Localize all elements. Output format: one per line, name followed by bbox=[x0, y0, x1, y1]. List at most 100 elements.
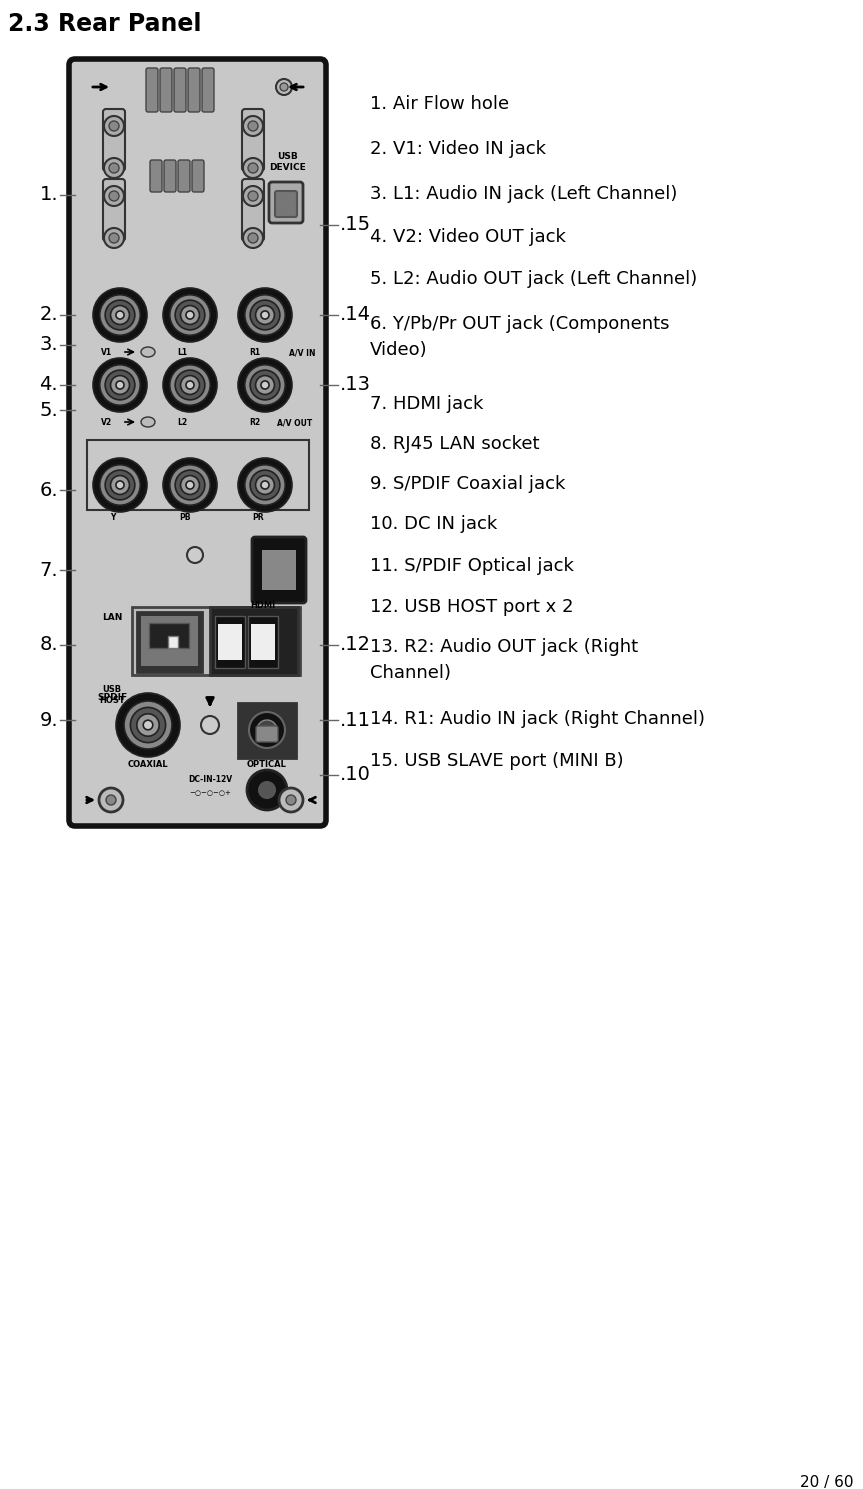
Text: 11. S/PDIF Optical jack: 11. S/PDIF Optical jack bbox=[370, 557, 574, 575]
Text: 15. USB SLAVE port (MINI B): 15. USB SLAVE port (MINI B) bbox=[370, 752, 624, 770]
Circle shape bbox=[110, 305, 129, 325]
Text: 3. L1: Audio IN jack (Left Channel): 3. L1: Audio IN jack (Left Channel) bbox=[370, 185, 677, 203]
Text: .15: .15 bbox=[340, 216, 371, 234]
Circle shape bbox=[238, 459, 292, 512]
Circle shape bbox=[249, 712, 285, 747]
Circle shape bbox=[280, 83, 288, 91]
Text: .12: .12 bbox=[340, 636, 371, 655]
Circle shape bbox=[170, 365, 211, 405]
Circle shape bbox=[116, 381, 124, 389]
Text: 8. RJ45 LAN socket: 8. RJ45 LAN socket bbox=[370, 435, 539, 453]
Circle shape bbox=[109, 232, 119, 243]
Circle shape bbox=[201, 716, 219, 734]
Text: USB
HOST: USB HOST bbox=[99, 685, 125, 706]
Bar bbox=[141, 616, 198, 666]
Bar bbox=[87, 441, 309, 511]
FancyBboxPatch shape bbox=[69, 60, 326, 826]
Text: 10. DC IN jack: 10. DC IN jack bbox=[370, 515, 497, 533]
Circle shape bbox=[116, 311, 124, 319]
Circle shape bbox=[104, 186, 124, 205]
Circle shape bbox=[276, 79, 292, 95]
Circle shape bbox=[255, 475, 274, 494]
Circle shape bbox=[110, 375, 129, 395]
Bar bbox=[251, 624, 275, 660]
Circle shape bbox=[106, 795, 116, 806]
Text: L1: L1 bbox=[177, 348, 187, 357]
Circle shape bbox=[247, 770, 287, 810]
Text: R2: R2 bbox=[249, 418, 261, 427]
Text: DC-IN-12V: DC-IN-12V bbox=[188, 774, 232, 785]
Text: V2: V2 bbox=[102, 418, 112, 427]
Circle shape bbox=[243, 228, 263, 249]
Text: 6.: 6. bbox=[40, 481, 58, 499]
Circle shape bbox=[238, 357, 292, 412]
Text: .14: .14 bbox=[340, 305, 371, 325]
Text: 5.: 5. bbox=[39, 401, 58, 420]
Bar bbox=[262, 549, 296, 590]
Text: PR: PR bbox=[252, 514, 264, 523]
Text: LAN: LAN bbox=[102, 613, 123, 622]
FancyBboxPatch shape bbox=[242, 109, 264, 171]
Circle shape bbox=[100, 365, 141, 405]
Text: 8.: 8. bbox=[40, 636, 58, 655]
Text: 12. USB HOST port x 2: 12. USB HOST port x 2 bbox=[370, 599, 574, 616]
Text: COAXIAL: COAXIAL bbox=[128, 759, 168, 768]
Circle shape bbox=[180, 305, 199, 325]
FancyBboxPatch shape bbox=[202, 68, 214, 112]
Text: .13: .13 bbox=[340, 375, 371, 395]
Circle shape bbox=[109, 121, 119, 131]
Circle shape bbox=[186, 381, 194, 389]
Bar bbox=[210, 608, 298, 675]
Circle shape bbox=[261, 311, 269, 319]
FancyBboxPatch shape bbox=[275, 191, 297, 217]
Circle shape bbox=[163, 459, 217, 512]
Circle shape bbox=[261, 481, 269, 488]
FancyBboxPatch shape bbox=[174, 68, 186, 112]
FancyBboxPatch shape bbox=[103, 109, 125, 171]
Text: SPDIF: SPDIF bbox=[97, 692, 127, 701]
Text: 2.: 2. bbox=[40, 305, 58, 325]
Text: 3.: 3. bbox=[40, 335, 58, 354]
Bar bbox=[215, 616, 245, 669]
FancyBboxPatch shape bbox=[188, 68, 200, 112]
FancyBboxPatch shape bbox=[242, 179, 264, 241]
Circle shape bbox=[245, 465, 286, 505]
Circle shape bbox=[170, 465, 211, 505]
Text: 7.: 7. bbox=[40, 560, 58, 579]
Text: 9. S/PDIF Coaxial jack: 9. S/PDIF Coaxial jack bbox=[370, 475, 565, 493]
Text: 6. Y/Pb/Pr OUT jack (Components
Video): 6. Y/Pb/Pr OUT jack (Components Video) bbox=[370, 316, 670, 359]
Ellipse shape bbox=[141, 417, 155, 427]
Bar bbox=[238, 703, 296, 758]
Text: R1: R1 bbox=[249, 348, 261, 357]
Circle shape bbox=[175, 471, 205, 500]
Circle shape bbox=[124, 701, 172, 749]
Circle shape bbox=[255, 305, 274, 325]
Circle shape bbox=[243, 186, 263, 205]
Bar bbox=[137, 612, 202, 672]
Circle shape bbox=[104, 116, 124, 135]
Circle shape bbox=[100, 465, 141, 505]
Circle shape bbox=[137, 713, 159, 736]
Circle shape bbox=[186, 481, 194, 488]
Circle shape bbox=[248, 191, 258, 201]
Text: 2.3 Rear Panel: 2.3 Rear Panel bbox=[8, 12, 201, 36]
FancyBboxPatch shape bbox=[252, 538, 306, 603]
Text: 2. V1: Video IN jack: 2. V1: Video IN jack bbox=[370, 140, 546, 158]
Circle shape bbox=[286, 795, 296, 806]
Circle shape bbox=[105, 471, 135, 500]
Text: A/V OUT: A/V OUT bbox=[277, 418, 312, 427]
Ellipse shape bbox=[141, 347, 155, 357]
Circle shape bbox=[175, 301, 205, 331]
Circle shape bbox=[250, 471, 280, 500]
Circle shape bbox=[257, 721, 277, 740]
Circle shape bbox=[245, 295, 286, 335]
Text: A/V IN: A/V IN bbox=[289, 348, 315, 357]
Circle shape bbox=[104, 228, 124, 249]
Circle shape bbox=[175, 371, 205, 401]
Circle shape bbox=[93, 357, 147, 412]
Circle shape bbox=[250, 301, 280, 331]
Circle shape bbox=[261, 381, 269, 389]
Text: 1.: 1. bbox=[40, 186, 58, 204]
FancyBboxPatch shape bbox=[160, 68, 172, 112]
Text: HDMI: HDMI bbox=[250, 602, 275, 610]
